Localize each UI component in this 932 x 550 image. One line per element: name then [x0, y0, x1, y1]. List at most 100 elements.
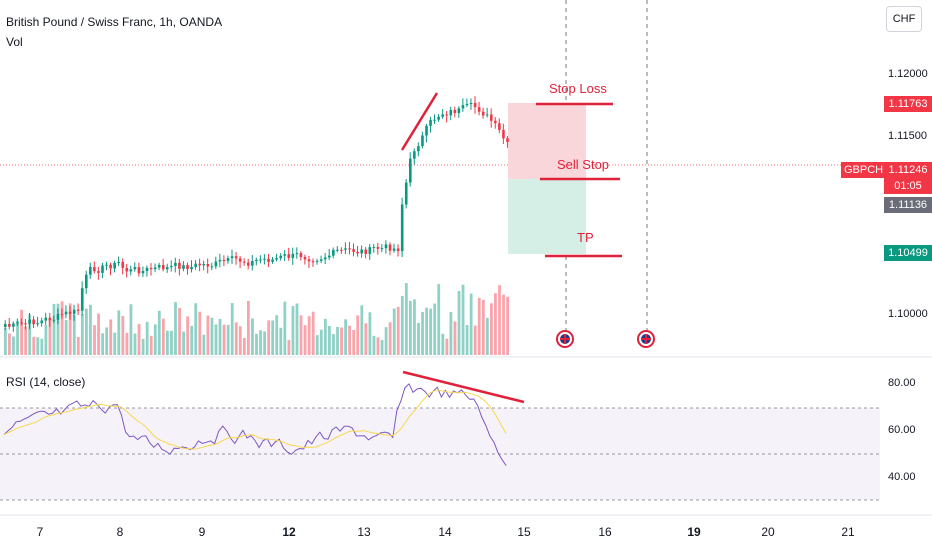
candle	[145, 267, 149, 272]
candle	[396, 248, 400, 252]
candle	[129, 269, 133, 272]
candle	[153, 267, 157, 270]
candle	[28, 319, 31, 324]
volume-bar	[222, 324, 226, 355]
candle	[400, 204, 404, 252]
candle	[421, 135, 424, 147]
volume-bar	[396, 306, 400, 355]
time-axis-label: 7	[36, 525, 44, 539]
stop-loss-price-badge: 1.11763	[884, 96, 932, 112]
candle	[8, 323, 11, 327]
position-zones	[508, 103, 586, 254]
candle	[469, 103, 473, 105]
candle	[267, 258, 270, 262]
time-axis-label: 19	[687, 525, 701, 539]
candle	[287, 254, 291, 258]
rsi-pane	[0, 383, 880, 501]
volume-bar	[60, 301, 64, 355]
candle	[48, 317, 52, 321]
candle	[161, 264, 165, 270]
candle	[242, 261, 246, 263]
volume-bar	[247, 300, 250, 355]
candle-countdown-badge: 01:05	[884, 178, 932, 194]
volume-bar	[461, 284, 465, 355]
candle	[336, 249, 339, 251]
stop-loss-label[interactable]: Stop Loss	[549, 81, 607, 96]
volume-bar	[344, 319, 347, 355]
volume-bar	[93, 325, 96, 355]
candle	[97, 271, 100, 273]
sell-stop-label[interactable]: Sell Stop	[557, 157, 610, 172]
rsi-indicator-label[interactable]: RSI (14, close)	[6, 375, 86, 389]
candle	[36, 323, 39, 325]
volume-bar	[40, 338, 44, 355]
candle	[238, 258, 242, 262]
volume-bar	[481, 299, 485, 355]
candle	[141, 271, 145, 274]
volume-bar	[376, 337, 380, 355]
candle	[279, 255, 282, 259]
candle	[93, 267, 96, 272]
candle	[109, 264, 112, 269]
candle	[52, 319, 56, 321]
volume-bar	[283, 301, 287, 355]
candle	[178, 262, 181, 269]
volume-bar	[8, 333, 11, 355]
current-price-badge: 1.11246	[884, 162, 932, 178]
candle	[251, 261, 254, 266]
volume-bar	[44, 324, 48, 355]
candle	[437, 116, 440, 120]
candle	[113, 262, 116, 269]
volume-bar	[170, 330, 173, 355]
volume-bar	[161, 318, 165, 355]
price-candles	[4, 96, 509, 332]
volume-bar	[178, 307, 181, 355]
volume-bar	[259, 330, 262, 355]
volume-bar	[477, 297, 481, 355]
volume-bar	[238, 326, 242, 355]
candle	[247, 262, 250, 266]
volume-bar	[145, 321, 149, 355]
volume-bar	[409, 300, 412, 355]
volume-bar	[141, 338, 145, 355]
candle	[481, 111, 485, 116]
volume-bar	[453, 321, 457, 355]
volume-bar	[502, 294, 505, 355]
volume-bar	[413, 299, 416, 355]
volume-bar	[174, 302, 177, 355]
volume-bar	[194, 303, 198, 355]
candle	[24, 323, 27, 325]
uk-flag-icon[interactable]	[556, 330, 574, 348]
stop-loss-zone	[508, 103, 586, 179]
volume-indicator-label[interactable]: Vol	[6, 35, 23, 49]
volume-bar	[485, 317, 489, 355]
volume-bar	[24, 326, 28, 355]
candle	[417, 146, 420, 152]
candle	[222, 259, 226, 262]
volume-bar	[441, 333, 445, 355]
volume-bar	[76, 336, 80, 355]
candle	[174, 262, 177, 266]
candle	[352, 249, 355, 252]
volume-bar	[149, 335, 153, 355]
candle	[457, 108, 461, 113]
uk-flag-icon[interactable]	[637, 330, 655, 348]
volume-bar	[380, 339, 384, 355]
volume-bar	[36, 337, 40, 355]
volume-bar	[392, 308, 396, 355]
tp-label[interactable]: TP	[577, 230, 594, 245]
candle	[490, 114, 493, 121]
volume-bar	[153, 324, 157, 355]
time-axis-label: 14	[438, 525, 452, 539]
currency-button[interactable]: CHF	[886, 6, 922, 32]
volume-bar	[307, 316, 311, 355]
volume-bar	[315, 335, 319, 355]
candle	[117, 261, 120, 263]
candle	[441, 114, 444, 117]
volume-bar	[117, 310, 121, 355]
volume-bar	[469, 293, 473, 355]
candle	[166, 267, 169, 270]
candle	[190, 266, 193, 270]
volume-bar	[340, 327, 343, 355]
